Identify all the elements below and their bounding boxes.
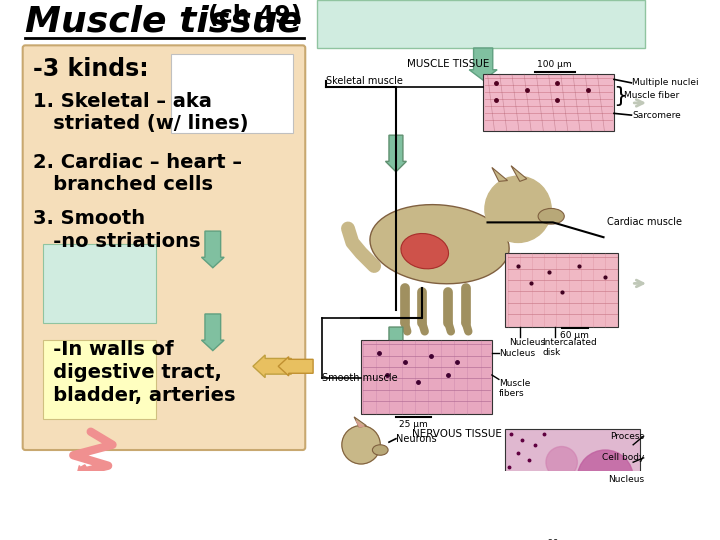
Text: 100 µm: 100 µm: [537, 60, 572, 69]
Circle shape: [342, 426, 380, 464]
Polygon shape: [492, 167, 508, 181]
FancyArrow shape: [469, 48, 497, 80]
Text: NERVOUS TISSUE: NERVOUS TISSUE: [412, 429, 502, 439]
Circle shape: [577, 450, 633, 506]
FancyArrow shape: [253, 355, 292, 377]
Text: Muscle tissue: Muscle tissue: [25, 4, 302, 38]
Bar: [42, 244, 156, 323]
Text: 60 µm: 60 µm: [547, 539, 576, 540]
Text: Smooth muscle: Smooth muscle: [322, 373, 397, 383]
Text: Process: Process: [611, 431, 644, 441]
FancyArrow shape: [385, 327, 406, 353]
Text: Cell body: Cell body: [602, 454, 644, 462]
Ellipse shape: [401, 233, 449, 269]
Polygon shape: [354, 417, 366, 427]
Text: 60 µm: 60 µm: [560, 332, 589, 340]
Text: 2. Cardiac – heart –
   branched cells: 2. Cardiac – heart – branched cells: [33, 153, 242, 194]
Circle shape: [546, 447, 577, 478]
FancyArrow shape: [202, 314, 224, 350]
Text: Muscle fiber: Muscle fiber: [624, 91, 679, 100]
Text: Nucleus: Nucleus: [608, 475, 644, 484]
Text: Sarcomere: Sarcomere: [632, 111, 681, 120]
Text: Nucleus: Nucleus: [499, 349, 535, 357]
Text: (ch 49): (ch 49): [207, 4, 301, 29]
Bar: [505, 253, 618, 327]
Bar: [505, 429, 640, 534]
Text: Neurons: Neurons: [396, 434, 436, 444]
Text: Muscle
fibers: Muscle fibers: [499, 380, 530, 398]
FancyBboxPatch shape: [23, 45, 305, 450]
Text: 25 µm: 25 µm: [399, 420, 428, 429]
Circle shape: [485, 176, 552, 242]
Bar: [361, 340, 492, 414]
Ellipse shape: [372, 445, 388, 455]
Polygon shape: [356, 420, 364, 427]
Bar: [483, 74, 614, 131]
Text: Skeletal muscle: Skeletal muscle: [326, 76, 403, 86]
Text: Cardiac muscle: Cardiac muscle: [607, 218, 682, 227]
FancyArrow shape: [385, 135, 406, 172]
Bar: [171, 54, 293, 132]
FancyArrow shape: [202, 231, 224, 268]
Text: -In walls of
   digestive tract,
   bladder, arteries: -In walls of digestive tract, bladder, a…: [33, 340, 235, 404]
Text: 3. Smooth
   -no striations: 3. Smooth -no striations: [33, 210, 201, 251]
FancyArrow shape: [278, 357, 313, 376]
Text: Multiple nuclei: Multiple nuclei: [632, 78, 699, 87]
Polygon shape: [511, 166, 527, 181]
FancyArrow shape: [78, 465, 88, 475]
Text: Nucleus: Nucleus: [509, 339, 546, 347]
Ellipse shape: [370, 205, 509, 284]
Bar: [318, 0, 644, 48]
Text: }: }: [613, 86, 627, 106]
Bar: [42, 340, 156, 418]
Ellipse shape: [538, 208, 564, 224]
Text: -3 kinds:: -3 kinds:: [33, 57, 149, 80]
Text: Intercalated
disk: Intercalated disk: [542, 339, 597, 357]
Text: MUSCLE TISSUE: MUSCLE TISSUE: [407, 59, 490, 69]
Text: 1. Skeletal – aka
   striated (w/ lines): 1. Skeletal – aka striated (w/ lines): [33, 92, 248, 133]
